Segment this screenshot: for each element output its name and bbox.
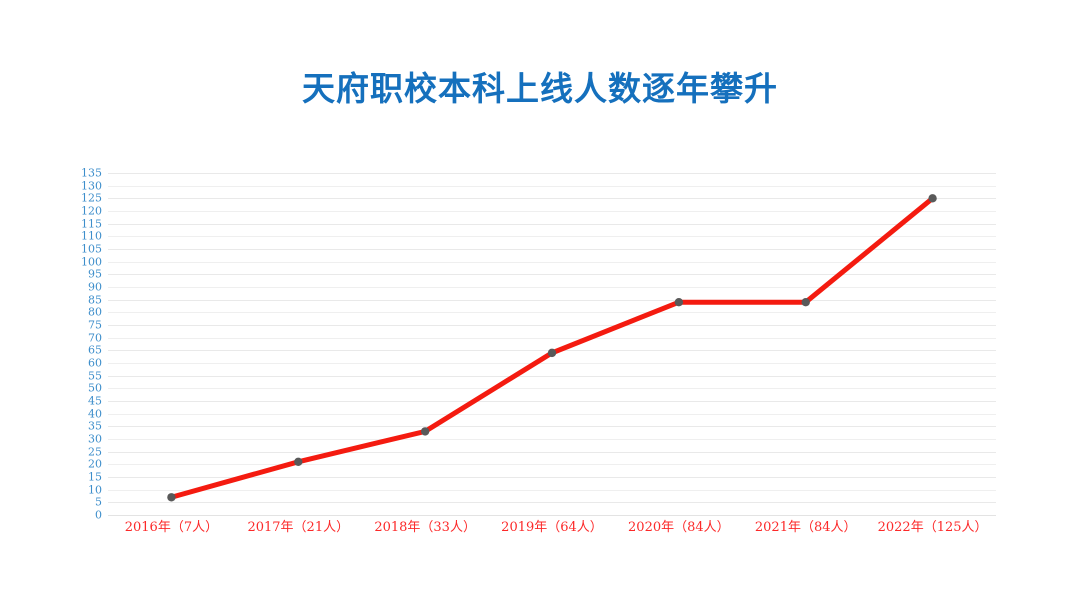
data-point-marker[interactable] <box>801 298 810 307</box>
y-axis-tick-label: 50 <box>88 381 102 395</box>
gridline <box>108 451 996 453</box>
data-point-marker[interactable] <box>674 298 684 307</box>
data-point-marker[interactable] <box>420 427 430 436</box>
y-axis-tick-label: 80 <box>88 305 102 319</box>
y-axis-tick-label: 70 <box>88 331 102 345</box>
gridline <box>108 337 996 339</box>
data-point-marker[interactable] <box>928 194 937 203</box>
y-axis-tick-label: 15 <box>88 470 102 484</box>
x-axis-tick-label: 2021年（84人） <box>754 520 857 535</box>
x-axis-tick-label: 2016年（7人） <box>124 520 219 535</box>
y-axis-tick-label: 110 <box>81 229 102 243</box>
y-axis-tick-label: 60 <box>88 356 102 370</box>
y-axis-tick-label: 5 <box>95 495 102 509</box>
gridline <box>108 211 996 212</box>
x-axis-tick-label: 2020年（84人） <box>628 520 730 535</box>
y-axis-tick-label: 75 <box>88 318 102 332</box>
y-axis-tick-label: 30 <box>88 432 102 446</box>
y-axis-tick-label: 125 <box>81 191 102 205</box>
y-axis-tick-label: 55 <box>88 369 102 383</box>
x-axis-tick-label: 2019年（64人） <box>501 520 603 535</box>
series-line <box>170 196 935 500</box>
y-axis-tick-label: 40 <box>88 407 102 421</box>
y-axis-tick-label: 130 <box>81 179 102 193</box>
x-axis-tick-label: 2022年（125人） <box>877 520 988 535</box>
gridline <box>108 173 996 174</box>
gridline <box>108 287 996 288</box>
chart-title: 天府职校本科上线人数逐年攀升 <box>302 69 778 108</box>
gridline <box>108 439 996 440</box>
gridline <box>108 401 996 402</box>
y-axis-tick-label: 105 <box>81 242 102 256</box>
gridline <box>108 261 996 263</box>
y-axis-tick-label: 25 <box>88 445 102 459</box>
gridline <box>108 464 996 466</box>
y-axis-tick-label: 115 <box>81 217 102 231</box>
gridline <box>108 198 996 200</box>
gridline <box>108 325 996 326</box>
gridline <box>108 477 996 478</box>
x-axis: 2016年（7人） 2017年（21人） 2018年（33人） 2019年（64人） 2… <box>108 519 996 543</box>
gridline <box>108 375 996 377</box>
y-axis-tick-label: 90 <box>88 280 102 294</box>
gridline <box>108 299 996 301</box>
y-axis-tick-label: 100 <box>81 255 102 269</box>
y-axis-tick-label: 85 <box>88 293 102 307</box>
x-axis-tick-label: 2018年（33人） <box>374 520 476 535</box>
y-axis-tick-label: 65 <box>88 343 102 357</box>
x-axis-tick-label: 2017年（21人） <box>247 520 350 535</box>
y-axis-tick-label: 120 <box>81 204 102 218</box>
gridline <box>108 388 996 390</box>
gridline <box>108 413 996 415</box>
y-axis-tick-label: 95 <box>88 267 102 281</box>
y-axis-tick-label: 20 <box>88 457 102 471</box>
y-axis: 135 130 125 120 115 110 105 100 95 90 85 80 75 70 65 60… <box>72 168 102 521</box>
data-series <box>167 194 937 502</box>
gridline <box>108 363 996 364</box>
y-axis-tick-label: 10 <box>88 483 102 497</box>
gridline <box>108 489 996 491</box>
gridline <box>108 236 996 238</box>
y-axis-tick-label: 45 <box>88 394 102 408</box>
gridline <box>108 312 996 314</box>
gridline <box>108 185 996 187</box>
data-point-marker[interactable] <box>167 493 176 502</box>
y-axis-tick-label: 0 <box>95 508 102 522</box>
gridline <box>108 515 996 516</box>
y-axis-tick-label: 35 <box>88 419 102 433</box>
gridline <box>108 426 996 428</box>
gridline <box>108 223 996 225</box>
plot-area <box>108 173 996 516</box>
gridline <box>108 502 996 504</box>
gridline <box>108 249 996 250</box>
data-point-marker[interactable] <box>294 457 303 466</box>
data-point-marker[interactable] <box>547 348 557 358</box>
gridline <box>108 274 996 276</box>
y-axis-tick-label: 135 <box>81 166 102 180</box>
